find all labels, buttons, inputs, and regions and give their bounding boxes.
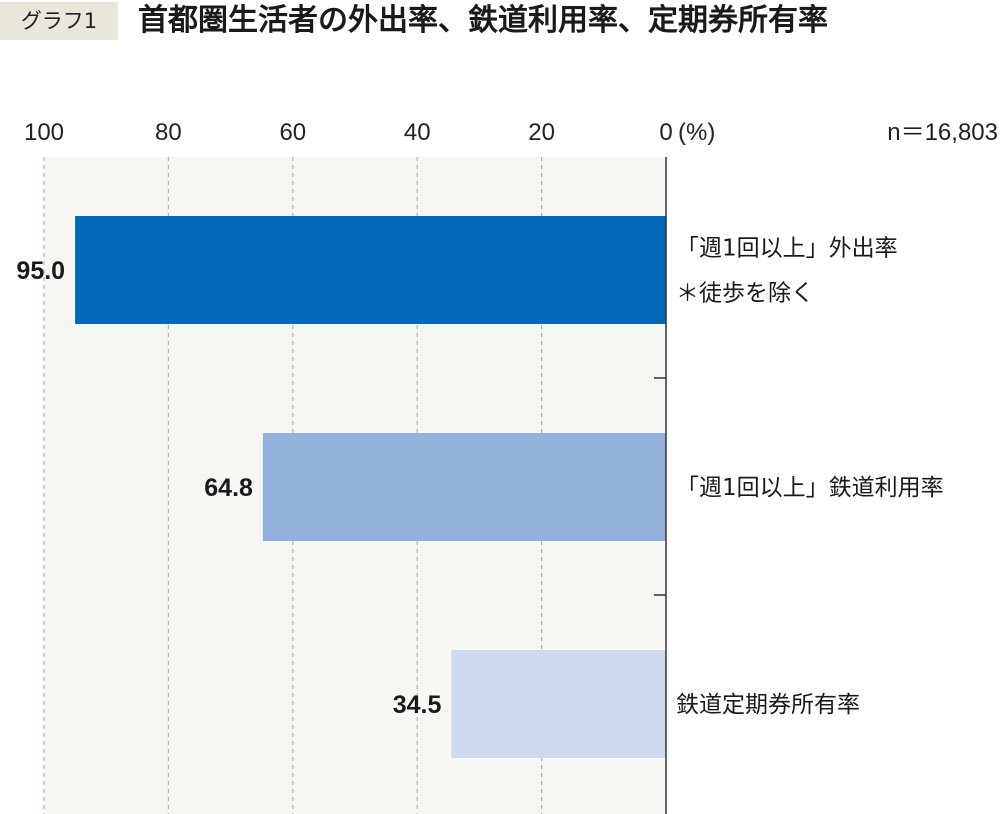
data-label: 34.5: [393, 691, 442, 719]
bar: [451, 650, 666, 758]
category-label: 「週1回以上」外出率: [676, 236, 898, 262]
chart-title: 首都圏生活者の外出率、鉄道利用率、定期券所有率: [138, 3, 828, 38]
x-tick-label: 100: [24, 119, 64, 146]
category-label: ＊徒歩を除く: [676, 281, 814, 307]
bar: [262, 433, 666, 541]
sample-size-note: n＝16,803: [887, 119, 998, 146]
x-tick-label: 20: [528, 119, 555, 146]
bar: [75, 216, 667, 324]
data-label: 95.0: [16, 257, 65, 285]
chart-tag: グラフ1: [0, 2, 118, 40]
x-tick-label: 40: [404, 119, 431, 146]
category-label: 「週1回以上」鉄道利用率: [676, 475, 944, 501]
unit-label: (%): [678, 119, 715, 146]
x-tick-label: 80: [155, 119, 182, 146]
data-label: 64.8: [204, 474, 253, 502]
category-label: 鉄道定期券所有率: [676, 692, 860, 718]
x-tick-label: 60: [279, 119, 306, 146]
x-tick-label: 0: [659, 119, 672, 146]
